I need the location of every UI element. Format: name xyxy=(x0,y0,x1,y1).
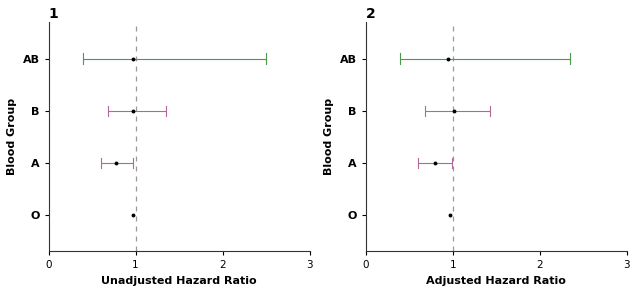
Text: 2: 2 xyxy=(366,7,375,21)
Y-axis label: Blood Group: Blood Group xyxy=(7,98,17,175)
X-axis label: Adjusted Hazard Ratio: Adjusted Hazard Ratio xyxy=(426,276,566,286)
Y-axis label: Blood Group: Blood Group xyxy=(324,98,334,175)
X-axis label: Unadjusted Hazard Ratio: Unadjusted Hazard Ratio xyxy=(101,276,257,286)
Text: 1: 1 xyxy=(48,7,58,21)
